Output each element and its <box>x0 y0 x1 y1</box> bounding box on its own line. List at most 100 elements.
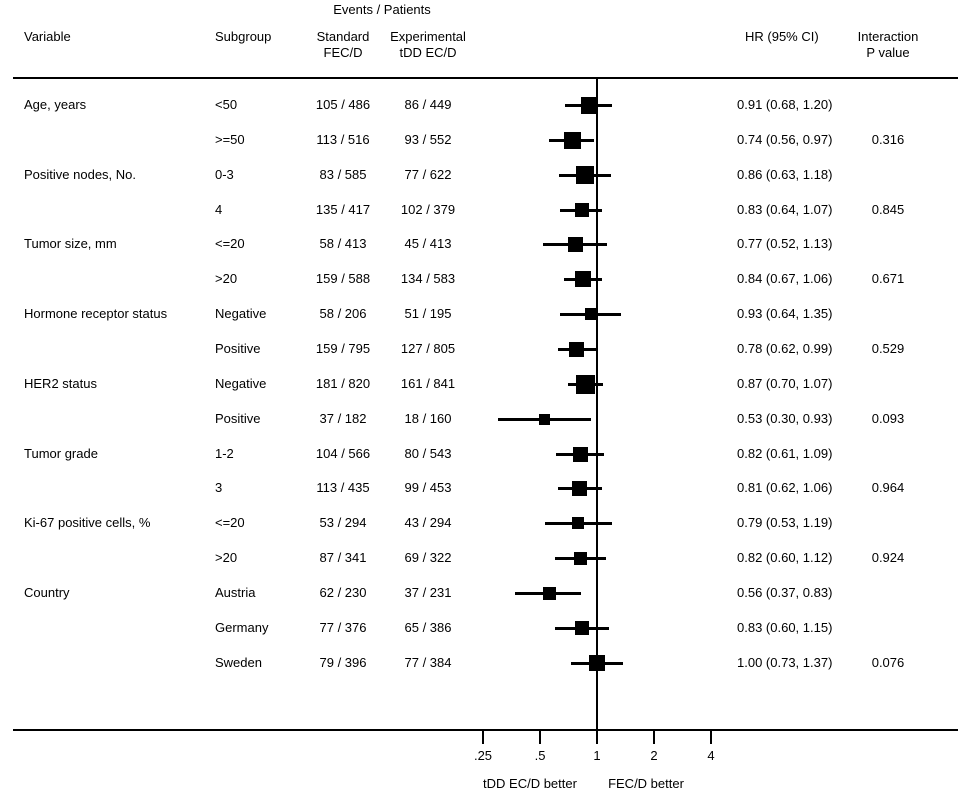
row-variable-label: Tumor size, mm <box>24 236 117 251</box>
x-axis-tick <box>482 731 484 744</box>
reference-line-hr-1 <box>596 78 598 730</box>
x-axis-tick-label: 4 <box>707 748 715 763</box>
row-subgroup-label: Negative <box>215 306 267 321</box>
hr-marker-square <box>575 271 591 287</box>
row-standard-events: 104 / 566 <box>315 446 371 461</box>
row-experimental-events: 127 / 805 <box>400 341 456 356</box>
row-standard-events: 135 / 417 <box>315 202 371 217</box>
row-interaction-p-value: 0.924 <box>871 550 905 565</box>
row-variable-label: Positive nodes, No. <box>24 167 137 182</box>
row-experimental-events: 45 / 413 <box>404 236 452 251</box>
row-variable-label: Country <box>24 585 70 600</box>
row-standard-events: 58 / 206 <box>319 306 367 321</box>
x-axis-tick-label: 2 <box>650 748 658 763</box>
row-variable-label: Tumor grade <box>24 446 98 461</box>
column-header-subgroup: Subgroup <box>215 29 272 44</box>
row-subgroup-label: Positive <box>215 341 261 356</box>
row-experimental-events: 80 / 543 <box>404 446 452 461</box>
row-subgroup-label: >=50 <box>215 132 245 147</box>
row-subgroup-label: Positive <box>215 411 261 426</box>
row-subgroup-label: >20 <box>215 550 238 565</box>
column-header-experimental-line1: Experimental <box>390 29 466 44</box>
events-patients-header: Events / Patients <box>333 2 431 17</box>
row-interaction-p-value: 0.529 <box>871 341 905 356</box>
hr-marker-square <box>574 552 587 565</box>
row-standard-events: 87 / 341 <box>319 550 367 565</box>
row-hr-ci-label: 0.82 (0.60, 1.12) <box>737 550 833 565</box>
hr-marker-square <box>575 621 589 635</box>
column-header-variable: Variable <box>24 29 71 44</box>
row-standard-events: 105 / 486 <box>315 97 371 112</box>
row-hr-ci-label: 0.93 (0.64, 1.35) <box>737 306 833 321</box>
row-subgroup-label: 4 <box>215 202 223 217</box>
hr-marker-square <box>543 587 556 600</box>
row-hr-ci-label: 0.79 (0.53, 1.19) <box>737 515 833 530</box>
row-experimental-events: 77 / 622 <box>404 167 452 182</box>
row-subgroup-label: <=20 <box>215 515 245 530</box>
row-standard-events: 58 / 413 <box>319 236 367 251</box>
row-hr-ci-label: 0.83 (0.64, 1.07) <box>737 202 833 217</box>
hr-marker-square <box>589 655 605 671</box>
hr-marker-square <box>564 132 581 149</box>
row-variable-label: Ki-67 positive cells, % <box>24 515 151 530</box>
row-experimental-events: 37 / 231 <box>404 585 452 600</box>
row-standard-events: 83 / 585 <box>319 167 367 182</box>
row-standard-events: 159 / 588 <box>315 271 371 286</box>
axis-footer-right-label: FEC/D better <box>608 776 684 791</box>
row-variable-label: Hormone receptor status <box>24 306 168 321</box>
x-axis-tick <box>653 731 655 744</box>
row-standard-events: 181 / 820 <box>315 376 371 391</box>
row-hr-ci-label: 0.86 (0.63, 1.18) <box>737 167 833 182</box>
row-hr-ci-label: 0.91 (0.68, 1.20) <box>737 97 833 112</box>
row-standard-events: 113 / 516 <box>316 132 370 147</box>
row-subgroup-label: Germany <box>215 620 269 635</box>
row-hr-ci-label: 0.87 (0.70, 1.07) <box>737 376 833 391</box>
row-variable-label: Age, years <box>24 97 87 112</box>
row-standard-events: 53 / 294 <box>319 515 367 530</box>
column-header-experimental-line2: tDD EC/D <box>399 45 457 60</box>
row-hr-ci-label: 0.74 (0.56, 0.97) <box>737 132 833 147</box>
row-subgroup-label: Sweden <box>215 655 262 670</box>
x-axis-line <box>13 729 958 731</box>
row-interaction-p-value: 0.845 <box>871 202 905 217</box>
hr-marker-square <box>568 237 583 252</box>
row-subgroup-label: 3 <box>215 480 223 495</box>
row-experimental-events: 161 / 841 <box>400 376 456 391</box>
x-axis-tick-label: .25 <box>473 748 493 763</box>
row-interaction-p-value: 0.964 <box>871 480 905 495</box>
row-experimental-events: 86 / 449 <box>404 97 452 112</box>
hr-marker-square <box>539 414 550 425</box>
row-experimental-events: 43 / 294 <box>404 515 452 530</box>
column-header-hr-ci: HR (95% CI) <box>745 29 819 44</box>
hr-marker-square <box>569 342 584 357</box>
row-experimental-events: 102 / 379 <box>400 202 456 217</box>
row-interaction-p-value: 0.671 <box>871 271 905 286</box>
axis-footer-left-label: tDD EC/D better <box>483 776 577 791</box>
hr-marker-square <box>576 166 594 184</box>
row-experimental-events: 99 / 453 <box>404 480 452 495</box>
row-experimental-events: 69 / 322 <box>404 550 452 565</box>
row-experimental-events: 65 / 386 <box>404 620 452 635</box>
row-standard-events: 37 / 182 <box>319 411 367 426</box>
row-subgroup-label: <50 <box>215 97 238 112</box>
row-experimental-events: 18 / 160 <box>404 411 452 426</box>
row-standard-events: 79 / 396 <box>319 655 367 670</box>
row-subgroup-label: >20 <box>215 271 238 286</box>
row-variable-label: HER2 status <box>24 376 97 391</box>
x-axis-tick-label: 1 <box>593 748 601 763</box>
hr-marker-square <box>581 97 598 114</box>
row-standard-events: 159 / 795 <box>315 341 371 356</box>
row-subgroup-label: Negative <box>215 376 267 391</box>
row-subgroup-label: <=20 <box>215 236 245 251</box>
x-axis-tick <box>710 731 712 744</box>
row-hr-ci-label: 0.56 (0.37, 0.83) <box>737 585 833 600</box>
row-hr-ci-label: 0.78 (0.62, 0.99) <box>737 341 833 356</box>
row-experimental-events: 77 / 384 <box>404 655 452 670</box>
header-rule <box>13 77 958 79</box>
row-interaction-p-value: 0.316 <box>871 132 905 147</box>
row-hr-ci-label: 0.84 (0.67, 1.06) <box>737 271 833 286</box>
row-standard-events: 62 / 230 <box>319 585 367 600</box>
x-axis-tick <box>596 731 598 744</box>
row-hr-ci-label: 0.53 (0.30, 0.93) <box>737 411 833 426</box>
hr-marker-square <box>585 308 597 320</box>
